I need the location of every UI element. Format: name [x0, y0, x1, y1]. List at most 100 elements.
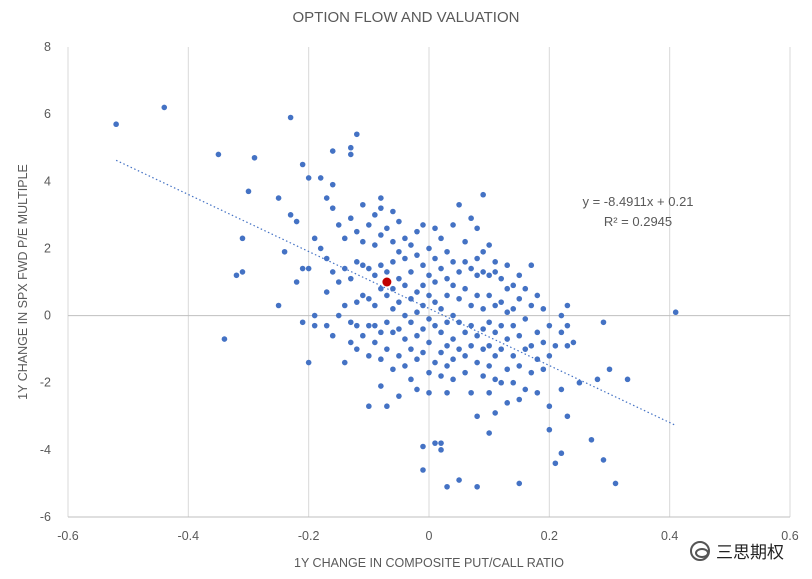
data-point — [492, 376, 498, 383]
x-tick-label: 0.4 — [661, 529, 678, 543]
data-point — [420, 282, 426, 289]
data-point — [438, 329, 444, 336]
data-point — [347, 319, 354, 326]
watermark-text: 三思期权 — [716, 543, 784, 563]
data-point — [450, 312, 456, 319]
data-point — [384, 403, 390, 410]
data-point — [516, 332, 523, 339]
data-point — [438, 306, 444, 312]
data-point — [498, 346, 505, 352]
data-point — [239, 269, 246, 275]
data-point — [347, 215, 354, 222]
data-point — [341, 302, 348, 309]
data-point — [420, 302, 426, 309]
data-point — [402, 312, 408, 319]
data-point — [474, 359, 480, 366]
data-point — [396, 218, 402, 225]
data-point — [329, 148, 336, 154]
data-point — [462, 238, 468, 245]
x-tick-label: -0.6 — [57, 529, 79, 543]
y-axis-title: 1Y CHANGE IN SPX FWD P/E MULTIPLE — [16, 164, 30, 400]
data-point — [360, 292, 366, 299]
data-point — [510, 379, 517, 386]
data-point — [504, 309, 511, 316]
data-point — [293, 218, 300, 225]
data-point — [468, 342, 474, 349]
data-point — [414, 228, 420, 235]
data-point — [546, 322, 553, 329]
data-point — [546, 353, 553, 359]
data-point — [329, 269, 336, 275]
data-point — [366, 322, 372, 329]
data-point — [432, 299, 438, 305]
data-point — [396, 353, 402, 359]
data-point — [474, 272, 480, 279]
data-point — [414, 289, 420, 295]
data-point — [414, 356, 420, 363]
data-point — [390, 329, 396, 336]
data-point — [480, 306, 486, 312]
data-point — [354, 131, 360, 138]
data-point — [378, 285, 384, 292]
data-point — [456, 201, 462, 208]
data-point — [341, 265, 348, 272]
data-point — [510, 306, 517, 312]
data-point — [384, 319, 390, 326]
data-point — [341, 359, 348, 366]
data-point — [462, 259, 468, 265]
data-point — [456, 346, 462, 352]
data-point — [516, 396, 523, 403]
data-point — [432, 255, 438, 262]
data-point — [366, 295, 372, 302]
data-point — [396, 248, 402, 255]
data-point — [528, 262, 535, 269]
data-point — [534, 329, 541, 336]
data-point — [408, 269, 414, 275]
data-point — [378, 262, 384, 269]
data-point — [510, 322, 517, 329]
data-point — [402, 363, 408, 369]
data-point — [438, 349, 444, 356]
data-point — [624, 376, 631, 383]
x-tick-label: 0 — [426, 529, 433, 543]
data-point — [329, 181, 336, 188]
data-point — [396, 326, 402, 332]
data-point — [299, 265, 306, 272]
data-point — [323, 322, 330, 329]
y-tick-label: 0 — [44, 309, 51, 323]
data-point — [552, 342, 559, 349]
data-point — [420, 262, 426, 269]
data-point — [492, 302, 498, 309]
data-point — [432, 359, 438, 366]
data-point — [504, 336, 511, 342]
x-tick-label: 0.2 — [541, 529, 558, 543]
data-point — [305, 359, 312, 366]
data-point — [432, 322, 438, 329]
data-point — [113, 121, 119, 128]
data-point — [420, 443, 426, 450]
data-point — [492, 269, 498, 275]
data-point — [480, 248, 486, 255]
data-point — [480, 373, 486, 379]
data-point — [486, 319, 492, 326]
data-point — [486, 292, 492, 299]
data-point — [378, 383, 384, 389]
data-point — [588, 436, 595, 443]
data-point — [444, 248, 450, 255]
data-point — [468, 215, 474, 222]
data-point — [552, 460, 559, 467]
data-point — [378, 329, 384, 336]
data-point — [516, 295, 523, 302]
data-point — [438, 440, 444, 446]
y-tick-label: 4 — [44, 174, 51, 188]
data-point — [408, 346, 414, 352]
data-point — [492, 259, 498, 265]
wechat-icon — [690, 540, 710, 561]
data-point — [390, 259, 396, 265]
data-point — [161, 104, 168, 111]
data-point — [606, 366, 613, 373]
data-point — [372, 322, 378, 329]
data-point — [468, 322, 474, 329]
data-point — [420, 349, 426, 356]
data-point — [305, 175, 312, 181]
